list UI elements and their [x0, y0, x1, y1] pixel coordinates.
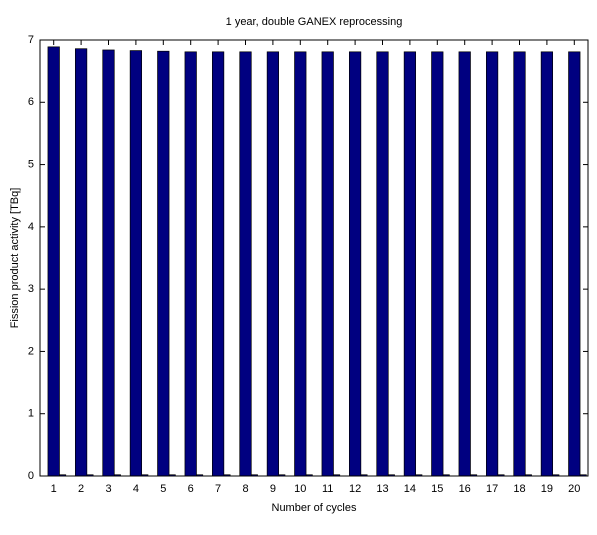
- x-tick-label: 16: [459, 483, 471, 495]
- bar: [184, 51, 197, 477]
- x-tick-label: 2: [78, 483, 84, 495]
- y-tick-label: 4: [28, 221, 34, 233]
- x-tick-label: 7: [215, 483, 221, 495]
- bar: [513, 51, 526, 477]
- bar: [485, 51, 499, 477]
- bar: [239, 51, 252, 477]
- y-tick-label: 3: [28, 283, 34, 295]
- x-tick-label: 5: [160, 483, 166, 495]
- x-tick-label: 12: [349, 483, 361, 495]
- bar: [211, 51, 225, 477]
- bar: [47, 46, 60, 477]
- x-tick-label: 18: [513, 483, 525, 495]
- bar: [568, 51, 581, 477]
- x-tick-label: 19: [541, 483, 553, 495]
- bar: [348, 51, 362, 477]
- bar: [74, 48, 88, 477]
- bar: [403, 51, 417, 477]
- plot-frame: [39, 39, 589, 477]
- x-tick-label: 14: [404, 483, 416, 495]
- x-tick-label: 20: [568, 483, 580, 495]
- x-tick-label: 11: [322, 483, 333, 495]
- y-tick-label: 0: [28, 470, 34, 482]
- chart-title: 1 year, double GANEX reprocessing: [226, 16, 403, 28]
- x-tick-label: 15: [431, 483, 443, 495]
- x-tick-label: 17: [486, 483, 498, 495]
- bar: [540, 51, 554, 477]
- bar: [321, 51, 334, 477]
- y-tick-label: 7: [28, 34, 34, 46]
- x-tick-label: 3: [105, 483, 111, 495]
- bar: [266, 51, 280, 477]
- y-tick-label: 5: [28, 158, 34, 170]
- y-tick-label: 2: [28, 345, 34, 357]
- x-tick-label: 1: [51, 483, 57, 495]
- x-tick-label: 13: [376, 483, 388, 495]
- bar: [458, 51, 471, 477]
- x-tick-label: 10: [294, 483, 306, 495]
- x-tick-label: 8: [242, 483, 248, 495]
- x-tick-label: 6: [188, 483, 194, 495]
- y-axis-label: Fission product activity [TBq]: [9, 188, 21, 329]
- x-tick-label: 4: [133, 483, 139, 495]
- bar: [102, 49, 115, 477]
- bar: [129, 50, 143, 477]
- x-axis-label: Number of cycles: [272, 502, 357, 514]
- bar: [294, 51, 307, 477]
- y-tick-label: 1: [28, 408, 34, 420]
- bar: [376, 51, 389, 477]
- bar: [431, 51, 444, 477]
- bar: [157, 50, 170, 477]
- x-tick-label: 9: [270, 483, 276, 495]
- y-tick-label: 6: [28, 96, 34, 108]
